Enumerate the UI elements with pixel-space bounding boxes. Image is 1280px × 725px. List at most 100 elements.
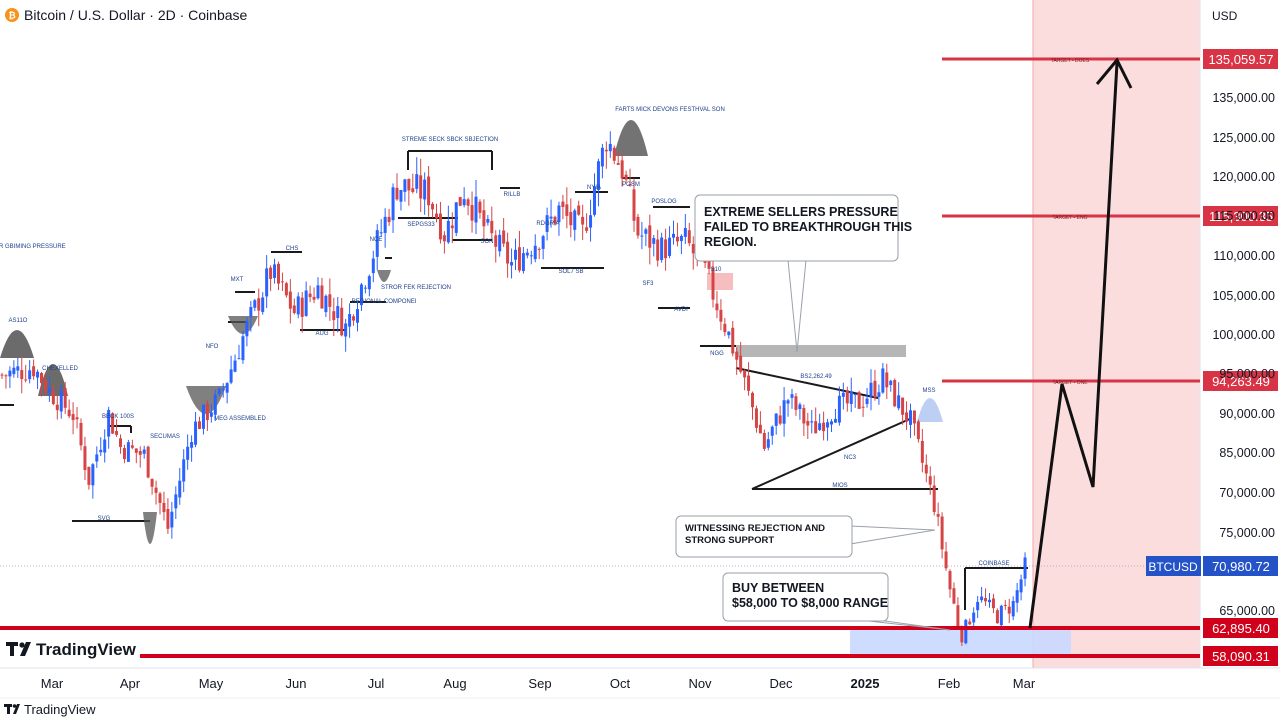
candle-body: [75, 417, 79, 420]
candle: [762, 429, 766, 451]
candle-body: [32, 366, 36, 377]
annotation-label: MSS: [922, 388, 935, 394]
annotation-label: MIOS: [832, 483, 847, 489]
candle: [24, 364, 28, 383]
candle-body: [332, 311, 336, 321]
candle: [16, 357, 20, 378]
candle: [229, 355, 233, 385]
candle-body: [956, 605, 960, 627]
level-note: TARGET - ENG: [1052, 215, 1087, 221]
candle-body: [806, 420, 810, 426]
candle-body: [217, 388, 221, 395]
reaction-dome: [917, 398, 943, 422]
candle-body: [758, 424, 762, 434]
candle: [494, 230, 498, 263]
candle: [1019, 574, 1023, 601]
candle-body: [40, 373, 43, 384]
candle-body: [573, 210, 577, 230]
last-price-tag[interactable]: BTCUSD 70,980.72: [1146, 556, 1278, 576]
candle-body: [782, 400, 786, 424]
candle-body: [95, 454, 99, 462]
candle-body: [988, 599, 991, 603]
tradingview-logo: TradingView: [0, 636, 140, 664]
price-tag-box: [1203, 206, 1278, 226]
candle: [67, 399, 71, 419]
candle-body: [577, 205, 581, 215]
time-axis-label: 2025: [851, 676, 880, 691]
bitcoin-icon: [5, 8, 19, 22]
price-axis[interactable]: 65,000.00 70,000.00 75,000.00 85,000.00 90,0…: [1146, 91, 1278, 618]
candle-body: [399, 189, 403, 202]
candle-body: [359, 284, 363, 306]
candle-body: [324, 295, 328, 313]
candle: [664, 228, 668, 271]
candle-body: [810, 421, 814, 423]
callout-text: WITNESSING REJECTION AND: [685, 523, 825, 534]
callout-box: [675, 515, 853, 558]
candle: [936, 502, 940, 527]
candle-body: [107, 409, 111, 437]
candle: [399, 189, 403, 211]
projection-path: [1028, 62, 1119, 629]
candle: [478, 199, 482, 219]
candle-body: [857, 392, 861, 409]
time-axis[interactable]: Mar Apr May Jun Jul Aug Sep Oct Nov Dec 2025 Feb Mar: [41, 676, 1036, 691]
candle: [502, 217, 506, 248]
annotation-label: SEPGS33: [407, 222, 435, 228]
structures-layer: [0, 120, 1028, 610]
candle-body: [87, 466, 91, 485]
candle: [909, 403, 912, 438]
time-axis-label: May: [199, 676, 224, 691]
candle: [332, 297, 336, 336]
candle: [861, 396, 865, 417]
candle-body: [16, 366, 20, 371]
footer-logo-icon: [4, 704, 20, 714]
candle-body: [308, 293, 312, 298]
annotation-label: NCE: [370, 237, 383, 243]
candle: [336, 297, 340, 333]
candle-body: [830, 421, 833, 425]
candle-body: [28, 370, 32, 380]
candle: [4, 374, 8, 389]
candle-body: [837, 395, 841, 423]
candle: [743, 369, 747, 391]
candle: [514, 238, 517, 271]
candle-body: [711, 267, 715, 300]
callout-tail: [787, 259, 807, 353]
price-tag-r1[interactable]: 94,263.49: [1203, 371, 1278, 391]
candle-body: [1019, 579, 1023, 593]
price-tag-target[interactable]: 135,059.57: [1203, 49, 1278, 69]
candle-body: [435, 213, 438, 219]
candle: [837, 386, 841, 426]
price-tag-r2[interactable]: 115,300.35: [1203, 206, 1278, 226]
candle: [375, 224, 379, 270]
candle: [897, 382, 901, 411]
candle: [438, 201, 442, 244]
candle-body: [972, 612, 976, 623]
candle-body: [486, 218, 490, 223]
candle: [672, 220, 675, 245]
candle: [146, 445, 150, 479]
price-tag-s2[interactable]: 58,090.31: [1203, 646, 1278, 666]
candle: [553, 215, 557, 226]
candle: [644, 227, 648, 247]
currency-label[interactable]: USD: [1212, 9, 1238, 23]
candle: [490, 206, 494, 239]
candle-body: [589, 215, 593, 228]
time-axis-label: Dec: [769, 676, 793, 691]
candle: [723, 318, 727, 337]
price-tag-s1[interactable]: 62,895.40: [1203, 618, 1278, 638]
candle-body: [841, 392, 845, 397]
candle-body: [991, 598, 995, 609]
candle: [304, 281, 308, 317]
candle: [758, 411, 762, 434]
candle-body: [822, 422, 826, 432]
candle: [498, 229, 502, 257]
candle: [344, 318, 348, 352]
candle-body: [284, 283, 288, 296]
candle: [130, 439, 134, 450]
candle: [462, 187, 466, 208]
candle-body: [237, 358, 241, 360]
